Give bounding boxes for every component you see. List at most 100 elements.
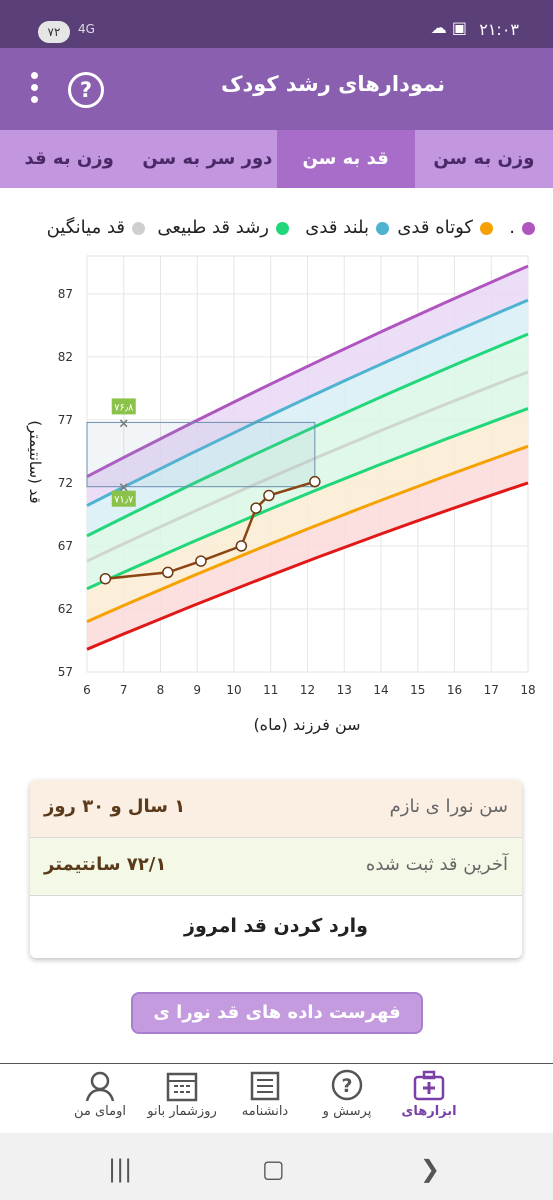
marker-label: ۷۱٫۷: [114, 495, 134, 506]
marker-cross: ×: [118, 481, 129, 496]
data-point: [263, 489, 275, 502]
question-bubble-icon: ?: [331, 1069, 363, 1101]
chart-band: [87, 446, 528, 650]
medical-kit-icon: [413, 1070, 445, 1101]
x-tick-label: 13: [337, 683, 352, 697]
svg-text:?: ?: [341, 1075, 352, 1097]
last-height-row: آخرین قد ثبت شده ۷۲/۱ سانتیمتر: [30, 838, 522, 896]
nav-questions[interactable]: ? پرسش و: [302, 1064, 392, 1119]
y-tick-label: 62: [58, 602, 73, 616]
summary-card: سن نورا ی نازم ۱ سال و ۳۰ روز آخرین قد ث…: [30, 780, 522, 958]
selection-rect: [86, 421, 316, 488]
calendar-icon: [166, 1072, 198, 1102]
app-bar: ? نمودارهای رشد کودک: [0, 48, 553, 130]
y-tick-label: 67: [58, 539, 73, 553]
legend-label: رشد قد طبیعی: [157, 217, 269, 238]
nav-encyclopedia[interactable]: دانشنامه: [220, 1064, 310, 1119]
marker-label-bg: [111, 398, 136, 415]
recent-apps-icon[interactable]: |||: [108, 1155, 133, 1183]
legend-label: بلند قدی: [305, 217, 369, 238]
curve-p85: [86, 298, 529, 507]
clock: ۲۱:۰۳: [479, 20, 519, 39]
curve-avg: [86, 370, 529, 563]
curve-p15: [86, 407, 529, 591]
legend-item-partial: .: [509, 217, 535, 238]
legend-item-normal: رشد قد طبیعی: [157, 217, 289, 238]
x-tick-label: 16: [447, 683, 462, 697]
y-tick-label: 82: [58, 350, 73, 364]
battery-indicator: ۷۲: [38, 21, 70, 43]
marker-label-bg: [111, 490, 136, 507]
legend-label: .: [509, 217, 515, 238]
status-bar: ۷۲ 4G ☁ ▣ ۲۱:۰۳: [0, 0, 553, 48]
x-tick-label: 9: [193, 683, 201, 697]
nav-calendar[interactable]: روزشمار بانو: [137, 1064, 227, 1119]
data-point: [235, 540, 248, 552]
x-tick-label: 14: [373, 683, 388, 697]
age-value: ۱ سال و ۳۰ روز: [44, 796, 186, 817]
marker-label: ۷۶٫۸: [114, 402, 134, 413]
data-point: [99, 572, 112, 585]
home-icon[interactable]: ▢: [262, 1155, 285, 1183]
x-tick-label: 17: [484, 683, 499, 697]
last-height-label: آخرین قد ثبت شده: [365, 854, 508, 875]
chart-legend: . کوتاه قدی بلند قدی رشد قد طبیعی قد میا…: [10, 217, 535, 247]
y-tick-label: 87: [58, 287, 73, 301]
nav-label: روزشمار بانو: [147, 1104, 217, 1119]
legend-item-short: کوتاه قدی: [397, 217, 493, 238]
age-label: سن نورا ی نازم: [389, 796, 508, 817]
nav-tools[interactable]: ابزارهای: [384, 1064, 474, 1119]
chart-band: [87, 300, 528, 536]
help-icon[interactable]: ?: [68, 72, 104, 108]
nav-label: دانشنامه: [241, 1104, 289, 1119]
cursor-marker: ×۷۶٫۸×۷۱٫۷: [111, 398, 136, 507]
nav-profile[interactable]: اومای من: [55, 1064, 145, 1119]
tab-height-for-age[interactable]: قد به سن: [276, 130, 415, 188]
x-tick-label: 18: [520, 683, 535, 697]
curve-p97: [86, 264, 529, 478]
x-tick-label: 8: [157, 683, 165, 697]
legend-label: کوتاه قدی: [397, 217, 473, 238]
cloud-icon: ☁ ▣: [430, 18, 467, 37]
x-tick-label: 7: [120, 683, 128, 697]
nav-label: پرسش و: [322, 1104, 372, 1119]
x-tick-label: 10: [226, 683, 241, 697]
curve-p3: [86, 444, 529, 623]
tab-weight-for-age[interactable]: وزن به سن: [433, 148, 535, 169]
enter-height-button[interactable]: وارد کردن قد امروز: [184, 915, 368, 937]
x-tick-label: 15: [410, 683, 425, 697]
last-height-value: ۷۲/۱ سانتیمتر: [44, 854, 167, 875]
curve-p50: [86, 332, 529, 538]
x-tick-label: 11: [263, 683, 278, 697]
x-tick-label: 6: [83, 683, 91, 697]
tab-head-for-age[interactable]: دور سر به سن: [142, 148, 273, 169]
nav-label: اومای من: [74, 1104, 126, 1119]
data-point: [309, 475, 321, 488]
more-vert-icon[interactable]: [28, 72, 40, 108]
y-tick-label: 77: [58, 413, 73, 427]
bottom-nav: ابزارهای ? پرسش و دانشنامه روزشمار بانو …: [0, 1063, 553, 1133]
x-tick-label: 12: [300, 683, 315, 697]
back-icon[interactable]: ❯: [420, 1155, 441, 1183]
chart-band: [87, 266, 528, 506]
child-series: [99, 475, 321, 585]
x-axis-label: سن فرزند (ماه): [253, 715, 360, 735]
tab-bar: وزن به سن قد به سن دور سر به سن وزن به ق…: [0, 130, 553, 188]
system-nav-bar: ||| ▢ ❯: [0, 1133, 553, 1200]
data-point: [162, 566, 174, 579]
age-row: سن نورا ی نازم ۱ سال و ۳۰ روز: [30, 780, 522, 838]
legend-label: قد میانگین: [46, 217, 125, 238]
marker-cross: ×: [118, 416, 129, 431]
data-point: [250, 502, 262, 514]
y-tick-label: 72: [58, 476, 73, 490]
page-title: نمودارهای رشد کودک: [220, 72, 445, 96]
tab-weight-for-height[interactable]: وزن به قد: [24, 148, 114, 169]
data-point: [195, 555, 207, 567]
curve-p0: [86, 481, 529, 651]
network-indicator: 4G: [78, 22, 95, 36]
height-list-button[interactable]: فهرست داده های قد نورا ی نازم: [131, 992, 423, 1061]
legend-item-tall: بلند قدی: [305, 217, 389, 238]
nav-label: ابزارهای: [401, 1104, 457, 1119]
chart-band: [87, 408, 528, 622]
